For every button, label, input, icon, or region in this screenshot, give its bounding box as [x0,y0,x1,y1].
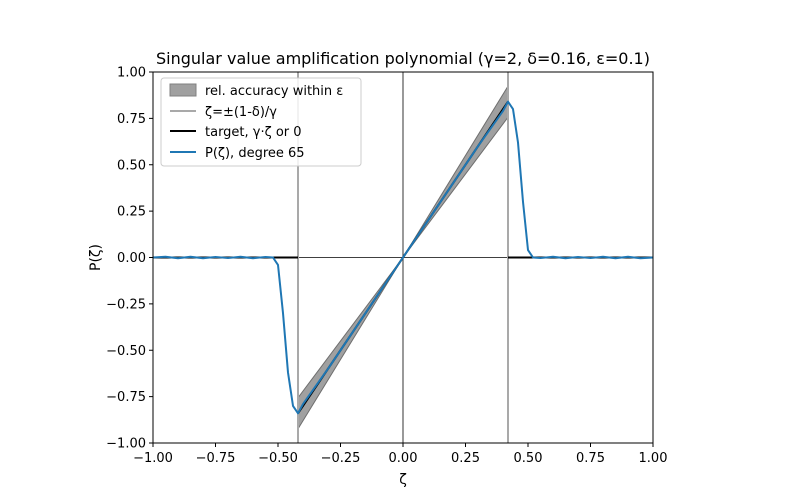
y-tick-label: 0.50 [117,158,146,173]
x-tick-label: −0.75 [196,451,236,466]
y-tick-label: −0.50 [106,344,146,359]
legend-label-band: rel. accuracy within ε [205,84,343,99]
x-tick-label: −0.50 [258,451,298,466]
polynomial-curve [152,100,654,415]
x-tick-label: 0.75 [576,451,605,466]
x-tick-label: 0.25 [451,451,480,466]
x-tick-label: 0.00 [389,451,418,466]
legend: rel. accuracy within ε ζ=±(1-δ)/γ target… [160,77,362,167]
legend-label-threshold: ζ=±(1-δ)/γ [205,105,277,120]
x-tick-label: 0.50 [514,451,543,466]
chart-title: Singular value amplification polynomial … [156,49,650,68]
y-tick-label: −0.75 [106,390,146,405]
y-axis-ticks: −1.00 −0.75 −0.50 −0.25 0.00 0.25 0.50 0.75 1.00 [106,66,153,452]
polynomial-curve-layer [152,100,654,415]
x-tick-label: −0.25 [321,451,361,466]
x-axis-ticks: −1.00 −0.75 −0.50 −0.25 0.00 0.25 0.50 0.75 1.00 [133,443,667,466]
legend-label-target: target, γ·ζ or 0 [205,125,302,140]
y-tick-label: 0.25 [117,205,146,220]
y-tick-label: 0.75 [117,112,146,127]
y-axis-label: P(ζ) [88,244,104,271]
x-tick-label: −1.00 [133,451,173,466]
y-tick-label: −0.25 [106,297,146,312]
y-tick-label: 0.00 [117,251,146,266]
x-axis-label: ζ [399,472,407,488]
y-tick-label: −1.00 [106,437,146,452]
x-tick-label: 1.00 [639,451,668,466]
legend-box [160,77,362,167]
y-tick-label: 1.00 [117,66,146,81]
legend-swatch-band [169,83,197,97]
legend-label-polynomial: P(ζ), degree 65 [205,146,305,161]
